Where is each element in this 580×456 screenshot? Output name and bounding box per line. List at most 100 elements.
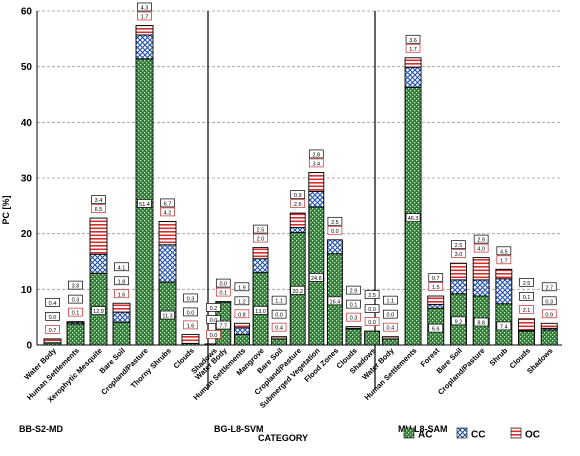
data-label-box xyxy=(45,312,60,321)
data-label-ac: 16.4 xyxy=(330,299,341,305)
data-label-box xyxy=(290,285,306,295)
bar-segment-ac xyxy=(233,333,250,346)
data-label-box xyxy=(45,298,60,307)
bar-segment-ac xyxy=(112,321,131,346)
bar-segment-ac xyxy=(381,338,399,346)
group-label: BB-S2-MD xyxy=(19,424,63,434)
category-label: Thorny Shrubs xyxy=(129,346,173,390)
data-label-box xyxy=(541,296,557,306)
data-label-box xyxy=(346,312,361,322)
data-label-cc: 4.3 xyxy=(141,5,149,11)
data-label-box xyxy=(327,216,343,226)
data-label-oc: 0.1 xyxy=(72,311,80,317)
data-label-cc: 0.0 xyxy=(187,310,195,316)
data-label-oc: 0.4 xyxy=(275,326,283,332)
data-label-box xyxy=(451,240,466,250)
data-label-oc: 1.7 xyxy=(141,14,149,20)
bar-segment-cc xyxy=(308,190,325,208)
data-label-oc: 0.0 xyxy=(331,229,339,235)
data-label-oc: 0.8 xyxy=(238,312,246,318)
bar-segment-cc xyxy=(404,66,422,88)
data-label-ac: 1.1 xyxy=(275,299,283,305)
bar-segment-oc xyxy=(43,338,62,344)
data-label-ac: 51.4 xyxy=(139,202,150,208)
bar-segment-cc xyxy=(112,311,131,323)
data-label-box xyxy=(68,280,83,290)
data-label-ac: 7.7 xyxy=(219,324,227,330)
bar-segment-cc xyxy=(158,244,177,283)
bar-segment-oc xyxy=(450,262,467,281)
data-labels: 0.4 0.0 0.7 3.8 0.3 0.1 12.9 3.4 6.5 4.1 1.8 1.6 51.… xyxy=(45,2,557,339)
data-label-cc: 0.3 xyxy=(545,299,553,305)
data-label-box xyxy=(308,273,324,282)
group-labels: BB-S2-MD BG-L8-SVM MV-L8-SAM xyxy=(19,424,448,434)
data-label-ac: 0.4 xyxy=(49,301,57,307)
data-label-box xyxy=(215,287,231,297)
data-label-oc: 3.0 xyxy=(455,252,463,258)
y-tick-label: 60 xyxy=(21,7,33,18)
data-label-box xyxy=(91,306,106,315)
bar-segment-oc xyxy=(540,322,558,329)
bar-segment-oc xyxy=(308,171,325,192)
data-label-box xyxy=(473,317,489,327)
data-label-cc: 2.9 xyxy=(477,238,485,244)
bar-segment-oc xyxy=(215,301,232,303)
data-label-box xyxy=(271,322,287,332)
data-label-ac: 8.8 xyxy=(477,321,485,327)
data-label-cc: 3.4 xyxy=(95,198,103,204)
data-label-box xyxy=(308,149,324,159)
data-label-cc: 0.0 xyxy=(275,313,283,319)
data-label-box xyxy=(327,296,343,306)
bar-segment-cc xyxy=(326,239,343,255)
data-label-box xyxy=(383,295,398,305)
data-label-ac: 2.5 xyxy=(523,281,531,287)
bar-segment-cc xyxy=(289,227,306,234)
data-label-cc: 2.5 xyxy=(257,228,265,234)
legend-label-cc: CC xyxy=(471,430,485,441)
data-label-cc: 0.3 xyxy=(72,298,80,304)
data-label-oc: 1.7 xyxy=(500,258,508,264)
data-label-box xyxy=(383,309,398,319)
group-label: MV-L8-SAM xyxy=(398,424,448,434)
data-label-box xyxy=(364,304,380,313)
bar-segment-oc xyxy=(427,295,445,305)
y-tick-label: 30 xyxy=(21,174,33,185)
legend-label-ac: AC xyxy=(418,430,432,441)
data-label-box xyxy=(496,321,512,331)
data-label-cc: 2.8 xyxy=(312,152,320,158)
bar-segment-oc xyxy=(271,336,288,340)
y-tick-label: 40 xyxy=(21,118,33,129)
data-label-box xyxy=(68,307,83,317)
data-label-box xyxy=(451,249,466,259)
data-label-cc: 0.1 xyxy=(350,303,358,309)
data-label-oc: 0.1 xyxy=(219,291,227,297)
bar-segment-ac xyxy=(364,330,381,346)
bar-segment-cc xyxy=(135,34,154,60)
data-label-box xyxy=(346,285,361,295)
data-label-box xyxy=(428,282,444,291)
data-label-ac: 20.2 xyxy=(292,289,303,295)
data-label-cc: 0.0 xyxy=(368,307,376,313)
data-label-cc: 4.5 xyxy=(500,249,508,255)
data-label-box xyxy=(215,278,231,288)
data-label-box xyxy=(364,317,380,326)
data-label-cc: 0.7 xyxy=(432,276,440,282)
data-label-oc: 1.6 xyxy=(187,323,195,329)
bar-segment-cc xyxy=(495,278,513,305)
bar-segment-oc xyxy=(233,322,250,329)
data-label-oc: 2.6 xyxy=(294,202,302,208)
bar-segment-oc xyxy=(112,302,131,313)
y-axis-title: PC [%] xyxy=(1,195,11,224)
data-label-box xyxy=(206,303,221,312)
legend: AC CC OC xyxy=(403,427,540,441)
data-label-ac: 6.6 xyxy=(432,327,440,333)
data-label-box xyxy=(91,204,106,213)
data-label-oc: 0.9 xyxy=(545,312,553,318)
data-label-cc: 0.0 xyxy=(387,313,395,319)
data-label-box xyxy=(68,294,83,304)
bar-segment-oc xyxy=(289,212,306,228)
data-label-box xyxy=(45,325,60,334)
data-label-ac: 12.9 xyxy=(93,309,104,315)
data-label-box xyxy=(346,299,361,309)
